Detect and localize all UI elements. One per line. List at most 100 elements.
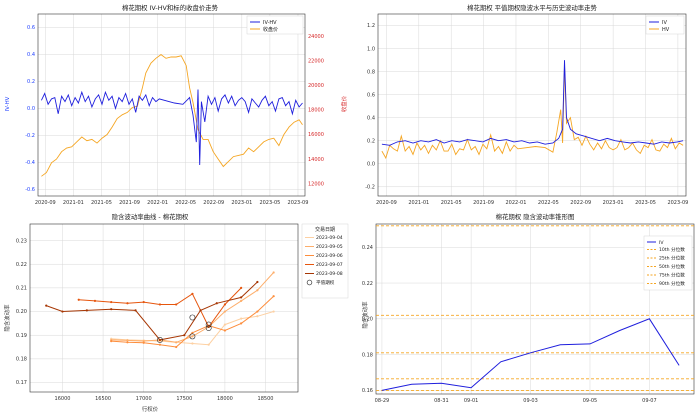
y-axis-label: IV-HV <box>5 96 11 111</box>
data-point <box>126 339 129 342</box>
legend-box <box>301 223 349 299</box>
legend-title: 交易日期 <box>315 226 335 233</box>
data-point <box>223 329 227 332</box>
x-tick-label: 2021-09 <box>119 200 140 206</box>
x-tick-label: 2022-01 <box>506 200 527 206</box>
y-tick-label: 0.2 <box>367 138 375 144</box>
data-point <box>215 302 218 305</box>
y2-axis-label: 收盘价 <box>340 95 348 112</box>
y-tick-label: 0.6 <box>27 25 35 31</box>
data-point <box>77 298 80 301</box>
x-tick-label: 2023-01 <box>603 200 624 206</box>
legend-label: 75th 分位数 <box>659 272 685 279</box>
y-tick-label: 0.2 <box>27 79 35 85</box>
y-tick-label: 0.20 <box>16 309 27 315</box>
legend-swatch <box>306 279 313 286</box>
y-tick-label: 0.0 <box>367 161 375 167</box>
plot-frame <box>377 13 687 197</box>
data-point <box>85 309 88 312</box>
x-tick-label: 2022-09 <box>570 200 591 206</box>
legend-label: 2023-09-04 <box>316 235 343 241</box>
data-point <box>207 343 210 346</box>
data-point <box>240 299 243 303</box>
data-point <box>183 334 186 337</box>
legend-label: IV <box>662 20 667 26</box>
y-tick-label: 0.6 <box>367 92 375 98</box>
chart-vol-smile: 隐含波动率曲线 - 棉花期权 16000 16500 17000 17500 18000… <box>3 212 349 413</box>
chart-iv-hv-close: 棉花期权 IV-HV和标的收盘价走势 2020-09 2021-01 2021-05… <box>5 3 348 206</box>
x-tick-label: 2022-01 <box>147 200 168 206</box>
legend: 交易日期 2023-09-04 2023-09-05 2023-09-06 2023-0… <box>301 223 349 299</box>
chart-title: 隐含波动率曲线 - 棉花期权 <box>112 212 189 221</box>
y-tick-label: 1.2 <box>367 23 375 29</box>
y-tick-label: 0.0 <box>27 106 35 112</box>
y-tick-label: -0.2 <box>25 133 35 139</box>
data-point <box>158 338 162 342</box>
series-line-hv <box>381 65 684 160</box>
data-point <box>272 271 275 274</box>
data-point <box>158 343 162 346</box>
series-line-iv <box>381 60 684 146</box>
legend-label: 平值期权 <box>316 279 335 286</box>
plot-area: 2020-09 2021-01 2021-05 2021-09 2022-01 2022-… <box>25 13 324 206</box>
series-line-iv <box>381 318 680 391</box>
chart-vol-cone: 棉花期权 隐含波动率锥形图 08-29 08-31 09-01 09-03 09-05 0… <box>361 212 695 404</box>
x-tick-label: 2020-09 <box>376 200 397 206</box>
x-tick-label: 18000 <box>217 396 233 402</box>
y-tick-label: 0.23 <box>16 238 27 244</box>
data-point <box>256 315 259 318</box>
x-tick-label: 2021-09 <box>473 200 494 206</box>
y-tick-label: 0.17 <box>16 380 27 386</box>
y-axis-label: 隐含波动率 <box>361 301 369 329</box>
series-line-iv-hv <box>40 89 303 166</box>
series-2023-09-06 <box>110 295 275 349</box>
legend-label: 收盘价 <box>263 26 278 33</box>
data-point <box>223 310 227 313</box>
chart-title: 棉花期权 平值期权隐波水平与历史波动率走势 <box>467 3 597 12</box>
data-point <box>191 342 194 345</box>
x-tick-label: 2023-05 <box>259 200 280 206</box>
y-tick-label: 0.19 <box>16 333 27 339</box>
x-tick-label: 2020-09 <box>35 200 56 206</box>
data-point <box>175 303 178 306</box>
data-point <box>199 309 202 312</box>
data-point <box>61 310 64 313</box>
plot-area: 08-29 08-31 09-01 09-03 09-05 09-07 0.24 0.22 0.… <box>362 223 695 404</box>
x-tick-label: 2022-05 <box>175 200 196 206</box>
y-tick-label: 0.4 <box>27 52 35 58</box>
y-tick-label: 0.24 <box>362 245 373 251</box>
y-tick-label: 0.18 <box>16 357 27 363</box>
legend-label: IV <box>659 240 664 246</box>
legend-label: 2023-09-07 <box>316 262 343 268</box>
legend-label: 90th 分位数 <box>659 280 685 287</box>
data-point <box>240 286 243 289</box>
y-tick-label: -0.6 <box>25 187 35 193</box>
x-tick-label: 16500 <box>95 396 111 402</box>
data-point <box>191 292 194 295</box>
series-line-close <box>41 54 303 177</box>
legend-box <box>246 15 304 35</box>
x-tick-label: 17000 <box>136 396 152 402</box>
y-tick-label: -0.2 <box>365 184 375 190</box>
data-point <box>175 341 178 344</box>
series-2023-09-07 <box>77 286 243 329</box>
data-point <box>272 310 275 313</box>
data-point <box>110 340 113 343</box>
data-point <box>142 300 145 304</box>
x-tick-label: 09-07 <box>642 398 657 404</box>
x-tick-label: 08-31 <box>434 398 449 404</box>
x-tick-label: 2023-09 <box>288 200 309 206</box>
data-point <box>256 280 259 284</box>
x-tick-label: 09-05 <box>583 398 598 404</box>
y-tick-label: -0.4 <box>25 160 35 166</box>
y2-tick-label: 16000 <box>308 132 324 138</box>
series-2023-09-08 <box>45 280 259 342</box>
x-tick-label: 18500 <box>258 396 274 402</box>
y-tick-label: 0.18 <box>362 352 373 358</box>
y2-tick-label: 20000 <box>308 83 324 89</box>
plot-frame <box>29 223 299 393</box>
legend-label: 2023-09-05 <box>316 244 343 250</box>
